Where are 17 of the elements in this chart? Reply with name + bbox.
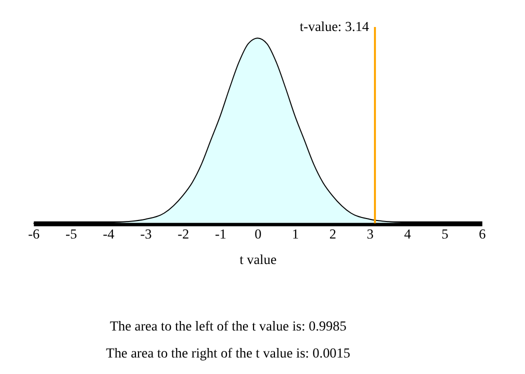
x-tick-label: -5 (66, 226, 78, 242)
x-tick-label: -2 (178, 226, 190, 242)
x-tick-label: 6 (478, 226, 486, 242)
x-tick-label: -1 (214, 226, 227, 242)
text: The area to the right of the t value is: 0.0015 (106, 346, 350, 361)
x-tick-label: -4 (102, 226, 114, 242)
x-tick-label: 5 (442, 226, 449, 242)
x-tick-label: 0 (254, 226, 262, 242)
x-axis-title: t value (240, 252, 277, 268)
text: The area to the left of the t value is: 0.9985 (110, 318, 347, 334)
ref-line-label: t-value: 3.14 (300, 18, 370, 34)
x-tick-label: 4 (404, 226, 412, 242)
x-tick-label: -6 (28, 226, 40, 242)
x-tick-label: -3 (140, 226, 152, 242)
x-tick-label: 3 (366, 226, 374, 242)
x-tick-label: 2 (329, 226, 336, 242)
x-tick-label: 1 (292, 226, 300, 242)
